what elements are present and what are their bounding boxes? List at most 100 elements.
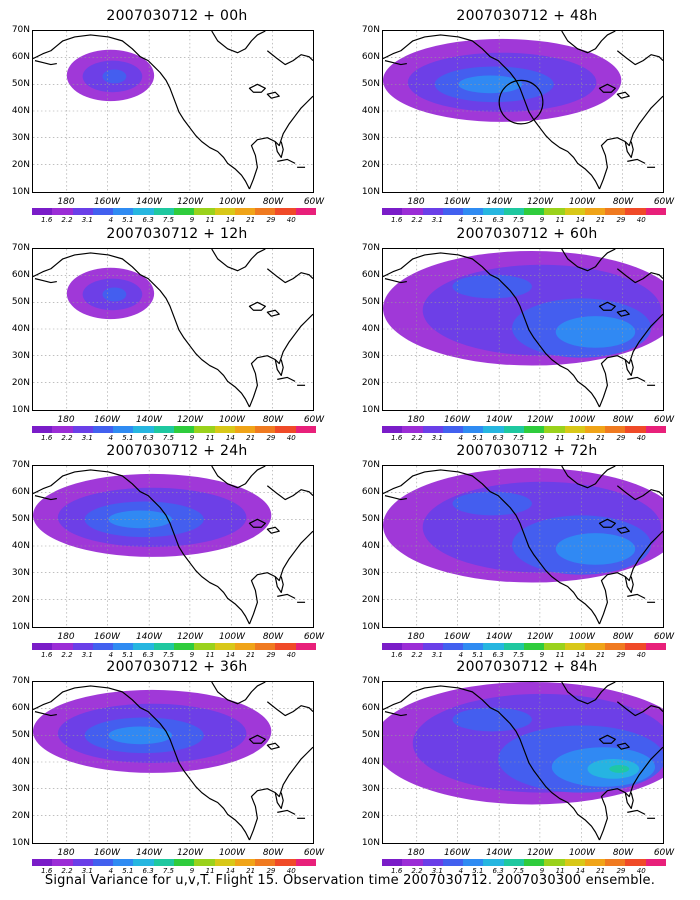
variance-contour (102, 69, 127, 84)
latitude-label: 70N (11, 243, 30, 253)
colorbar-swatch (133, 426, 154, 433)
latitude-label: 70N (361, 243, 380, 253)
longitude-label: 120W (526, 415, 554, 425)
colorbar-swatch (483, 643, 504, 650)
colorbar-label: 29 (266, 867, 276, 875)
colorbar-swatch (463, 426, 484, 433)
variance-shading (383, 682, 663, 805)
longitude-label: 180 (57, 632, 75, 642)
latitude-label: 20N (11, 378, 30, 388)
colorbar-label: 11 (555, 434, 565, 442)
longitude-label: 100W (218, 632, 246, 642)
colorbar-label: 2.2 (61, 216, 73, 224)
colorbar-label: 21 (596, 216, 606, 224)
colorbar-label: 1.6 (391, 434, 403, 442)
colorbar-swatch (503, 208, 524, 215)
colorbar-label: 29 (616, 867, 626, 875)
map-area (382, 248, 664, 411)
colorbar-label: 11 (205, 434, 215, 442)
colorbar-label: 21 (596, 867, 606, 875)
longitude-label: 60W (303, 848, 325, 858)
longitude-label: 160W (93, 632, 121, 642)
colorbar-label: 4 (108, 216, 114, 224)
colorbar-swatch (234, 208, 256, 215)
map-area (32, 248, 314, 411)
colorbar-swatch (275, 426, 296, 433)
colorbar-swatch (295, 426, 316, 433)
colorbar-label: 5.1 (122, 434, 134, 442)
colorbar-swatch (503, 859, 524, 866)
colorbar-swatch (645, 208, 666, 215)
colorbar-swatch (382, 208, 403, 215)
latitude-label: 70N (361, 25, 380, 35)
latitude-label: 50N (11, 514, 30, 524)
colorbar-swatch (463, 859, 484, 866)
colorbar-label: 21 (246, 651, 256, 659)
latitude-label: 40N (11, 324, 30, 334)
colorbar-swatch (173, 426, 195, 433)
colorbar-labels: 1.6 2.2 3.1 4 5.1 6.3 7.5 9 11 14 21 29 40 (32, 867, 316, 877)
panel-title: 2007030712 + 24h (106, 443, 248, 459)
longitude-label: 160W (443, 632, 471, 642)
latitude-label: 30N (11, 568, 30, 578)
latitude-label: 10N (11, 405, 30, 415)
latitude-label: 30N (361, 784, 380, 794)
latitude-label: 10N (361, 187, 380, 197)
colorbar-label: 6.3 (492, 651, 504, 659)
colorbar-swatch (523, 643, 545, 650)
latitude-label: 50N (361, 297, 380, 307)
longitude-label: 60W (303, 415, 325, 425)
longitude-label: 160W (93, 848, 121, 858)
colorbar-swatch (295, 643, 316, 650)
colorbar-swatch (32, 859, 53, 866)
latitude-label: 40N (361, 324, 380, 334)
colorbar-label: 40 (286, 651, 296, 659)
colorbar-label: 11 (555, 867, 565, 875)
map-area (382, 30, 664, 193)
panel-title: 2007030712 + 84h (456, 659, 598, 675)
coastline (383, 466, 663, 625)
graticule (383, 249, 663, 410)
latitude-label: 70N (361, 460, 380, 470)
latitude-label: 10N (11, 622, 30, 632)
colorbar-swatch (32, 426, 53, 433)
map-area (382, 681, 664, 844)
colorbar-swatch (442, 426, 464, 433)
latitude-label: 40N (11, 541, 30, 551)
colorbar-label: 29 (266, 434, 276, 442)
colorbar-swatch (523, 426, 545, 433)
latitude-label: 20N (11, 160, 30, 170)
latitude-label: 10N (361, 622, 380, 632)
colorbar-swatch (503, 643, 524, 650)
longitude-label: 120W (526, 632, 554, 642)
panel-title: 2007030712 + 12h (106, 226, 248, 242)
colorbar-label: 9 (189, 216, 195, 224)
colorbar-swatch (133, 859, 154, 866)
colorbar-label: 5.1 (122, 216, 134, 224)
map-area (32, 681, 314, 844)
latitude-label: 30N (11, 784, 30, 794)
colorbar-labels: 1.6 2.2 3.1 4 5.1 6.3 7.5 9 11 14 21 29 40 (382, 434, 666, 444)
variance-shading (33, 689, 272, 773)
colorbar-swatch (113, 208, 134, 215)
colorbar-label: 9 (189, 651, 195, 659)
coastline (33, 31, 313, 190)
colorbar (32, 426, 316, 433)
latitude-label: 40N (361, 541, 380, 551)
colorbar-swatch (382, 859, 403, 866)
latitude-label: 50N (11, 730, 30, 740)
latitude-label: 30N (11, 351, 30, 361)
longitude-label: 60W (303, 197, 325, 207)
map-svg (383, 682, 663, 843)
latitude-label: 20N (361, 811, 380, 821)
colorbar-swatch (442, 643, 464, 650)
colorbar (382, 643, 666, 650)
graticule (33, 249, 313, 410)
latitude-label: 40N (361, 757, 380, 767)
graticule (33, 31, 313, 192)
longitude-label: 60W (653, 848, 675, 858)
colorbar-swatch (255, 426, 276, 433)
colorbar-label: 14 (575, 434, 585, 442)
colorbar-label: 1.6 (391, 216, 403, 224)
colorbar-label: 9 (539, 651, 545, 659)
